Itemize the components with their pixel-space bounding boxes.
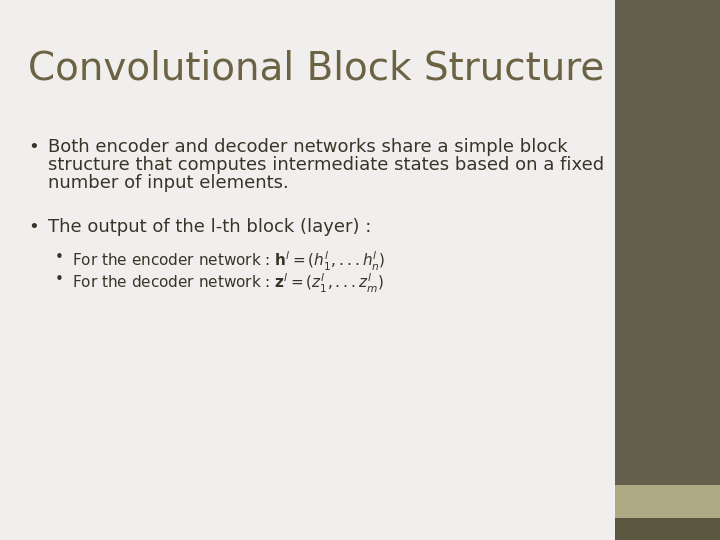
Text: Convolutional Block Structure: Convolutional Block Structure bbox=[28, 50, 604, 88]
Bar bbox=[615, 0, 720, 485]
Text: •: • bbox=[55, 250, 64, 265]
Text: For the encoder network : $\mathbf{h}^l=(h^l_{1},...h^l_{n})$: For the encoder network : $\mathbf{h}^l=… bbox=[72, 250, 385, 273]
Bar bbox=[615, 518, 720, 540]
Text: Both encoder and decoder networks share a simple block: Both encoder and decoder networks share … bbox=[48, 138, 567, 156]
Text: number of input elements.: number of input elements. bbox=[48, 174, 289, 192]
Text: The output of the l-th block (layer) :: The output of the l-th block (layer) : bbox=[48, 218, 372, 236]
Text: •: • bbox=[55, 272, 64, 287]
Text: For the decoder network : $\mathbf{z}^l = (z^l_{1},...z^l_{m})$: For the decoder network : $\mathbf{z}^l … bbox=[72, 272, 384, 295]
Bar bbox=[615, 485, 720, 518]
Text: •: • bbox=[28, 218, 39, 236]
Text: •: • bbox=[28, 138, 39, 156]
Text: structure that computes intermediate states based on a fixed: structure that computes intermediate sta… bbox=[48, 156, 604, 174]
